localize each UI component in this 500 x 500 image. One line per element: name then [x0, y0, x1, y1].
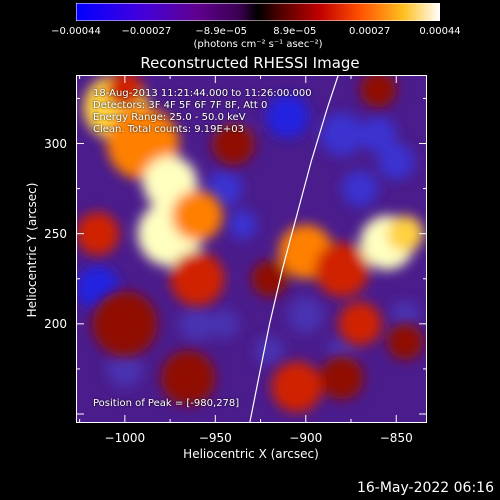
- colorbar-tick-label: 8.9e−05: [273, 26, 317, 37]
- x-tick-label: −950: [198, 431, 232, 445]
- emission-blob-17: [360, 75, 397, 108]
- negative-blob-13: [287, 296, 324, 333]
- negative-blob-10: [360, 116, 397, 153]
- colorbar-tick-label: 0.00044: [419, 26, 461, 37]
- annotation-detectors: Detectors: 3F 4F 5F 6F 7F 8F, Att 0: [93, 100, 268, 111]
- negative-blob-12: [255, 336, 285, 366]
- chart-title: Reconstructed RHESSI Image: [140, 54, 360, 72]
- emission-blob-19: [320, 356, 364, 400]
- x-tick-label: −900: [289, 431, 323, 445]
- emission-blob-16: [271, 361, 323, 413]
- negative-blob-5: [206, 170, 243, 207]
- emission-blob-4: [171, 190, 223, 241]
- negative-blob-3: [179, 305, 216, 342]
- colorbar-units: (photons cm⁻² s⁻¹ asec⁻²): [193, 39, 323, 50]
- x-axis-label: Heliocentric X (arcsec): [183, 447, 319, 461]
- emission-blob-14: [92, 291, 158, 357]
- emission-blob-13: [387, 323, 424, 360]
- colorbar-tick-label: −0.00044: [51, 26, 101, 37]
- colorbar-tick-label: 0.00027: [348, 26, 391, 37]
- colorbar: [76, 3, 440, 21]
- x-tick-label: −1000: [104, 431, 146, 445]
- negative-blob-7: [265, 94, 310, 139]
- emission-blob-6: [170, 251, 225, 306]
- annotation-peak-position: Position of Peak = [-980,278]: [93, 398, 240, 409]
- negative-blob-1: [106, 350, 143, 387]
- emission-blob-7: [211, 121, 256, 166]
- annotation-clean-counts: Clean. Total counts: 9.19E+03: [93, 124, 244, 135]
- emission-blob-11: [387, 215, 424, 252]
- colorbar-tick-label: −0.00027: [121, 26, 172, 37]
- footer-date: 16-May-2022 06:16: [356, 480, 494, 496]
- negative-blob-15: [227, 210, 257, 240]
- y-axis-label: Heliocentric Y (arcsec): [25, 182, 39, 318]
- y-tick-label: 250: [44, 226, 67, 241]
- emission-blob-5: [76, 211, 120, 256]
- plot-frame: [76, 75, 427, 423]
- negative-blob-14: [390, 300, 420, 330]
- annotation-time-range: 18-Aug-2013 11:21:44.000 to 11:26:00.000: [93, 88, 312, 99]
- colorbar-tick-label: −8.9e−05: [195, 26, 247, 37]
- emission-blob-12: [338, 302, 382, 346]
- emission-blob-15: [161, 350, 216, 406]
- negative-blob-11: [378, 143, 415, 180]
- x-tick-label: −850: [379, 431, 413, 445]
- emission-blob-9: [314, 242, 370, 297]
- axis-tick-marks: [76, 75, 427, 423]
- emission-blob-20: [251, 260, 288, 297]
- annotation-energy-range: Energy Range: 25.0 - 50.0 keV: [93, 112, 246, 123]
- y-tick-label: 200: [44, 316, 67, 331]
- solar-limb-curve: [249, 75, 339, 423]
- heatmap-plot-area: [76, 75, 427, 423]
- y-tick-label: 300: [44, 136, 67, 151]
- negative-blob-9: [341, 170, 379, 207]
- negative-blob-4: [209, 309, 239, 339]
- negative-blob-8: [320, 112, 364, 157]
- emission-blob-18: [106, 75, 143, 108]
